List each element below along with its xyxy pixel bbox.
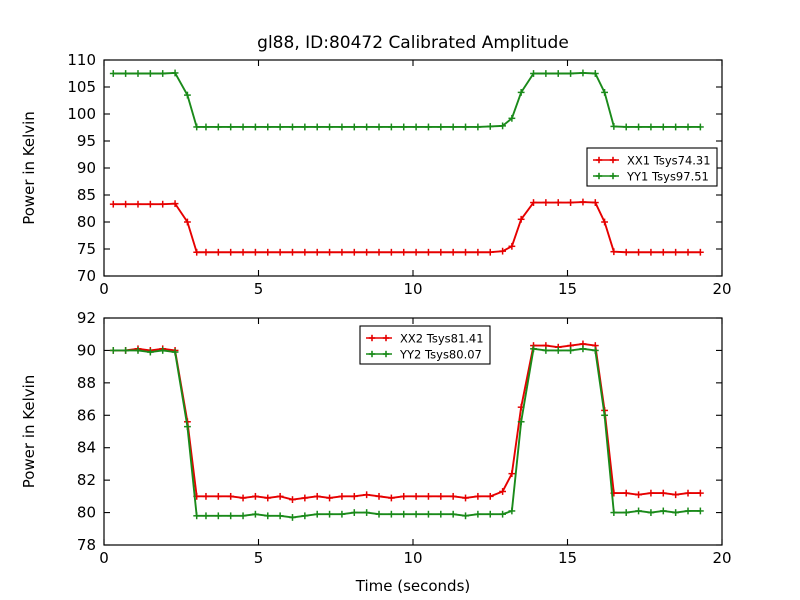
yticklabel-top-4: 90 bbox=[77, 159, 96, 177]
yticklabel-top-1: 75 bbox=[77, 240, 96, 258]
legend-bottom[interactable]: XX2 Tsys81.41 YY2 Tsys80.07 bbox=[359, 325, 491, 365]
series-markers-bottom-1 bbox=[109, 345, 704, 521]
xticklabel-top-4: 20 bbox=[712, 280, 731, 298]
legend-sample-bottom-0 bbox=[366, 334, 392, 342]
xticklabel-top-2: 10 bbox=[403, 280, 422, 298]
yticklabel-bottom-5: 88 bbox=[77, 374, 96, 392]
yticklabel-top-8: 110 bbox=[67, 51, 96, 69]
yticklabel-top-0: 70 bbox=[77, 267, 96, 285]
ylabel-top: Power in Kelvin bbox=[20, 111, 38, 225]
legend-label-bottom-1: YY2 Tsys80.07 bbox=[399, 348, 482, 362]
series-markers-bottom-0 bbox=[109, 340, 704, 503]
xticklabel-top-0: 0 bbox=[99, 280, 109, 298]
yticklabel-top-3: 85 bbox=[77, 186, 96, 204]
yticklabel-top-6: 100 bbox=[67, 105, 96, 123]
xticklabel-bottom-1: 5 bbox=[254, 549, 264, 567]
xticklabel-bottom-0: 0 bbox=[99, 549, 109, 567]
yticklabel-bottom-0: 78 bbox=[77, 536, 96, 554]
xticklabel-top-3: 15 bbox=[558, 280, 577, 298]
yticklabel-bottom-1: 80 bbox=[77, 504, 96, 522]
yticklabel-bottom-3: 84 bbox=[77, 439, 96, 457]
xticklabel-bottom-3: 15 bbox=[558, 549, 577, 567]
panel-top: 0 5 10 15 20 70 75 80 85 90 95 100 105 110 Power in Ke… bbox=[20, 33, 732, 298]
legend-label-top-0: XX1 Tsys74.31 bbox=[627, 154, 711, 168]
legend-box-bottom bbox=[359, 325, 491, 365]
series-line-bottom-0 bbox=[113, 342, 701, 501]
panel-bottom: 0 5 10 15 20 78 80 82 84 86 88 90 92 Power in Kelvin T… bbox=[20, 309, 732, 595]
yticklabel-bottom-6: 90 bbox=[77, 341, 96, 359]
series-line-top-1 bbox=[113, 72, 701, 128]
legend-sample-top-0 bbox=[593, 156, 619, 164]
series-line-top-0 bbox=[113, 201, 701, 254]
series-markers-top-0 bbox=[109, 198, 704, 256]
legend-label-top-1: YY1 Tsys97.51 bbox=[626, 170, 709, 184]
yticklabel-top-2: 80 bbox=[77, 213, 96, 231]
yticklabel-top-5: 95 bbox=[77, 132, 96, 150]
xticklabel-bottom-2: 10 bbox=[403, 549, 422, 567]
series-line-bottom-1 bbox=[113, 347, 701, 519]
yticklabel-bottom-7: 92 bbox=[77, 309, 96, 327]
legend-label-bottom-0: XX2 Tsys81.41 bbox=[400, 332, 484, 346]
xlabel-bottom: Time (seconds) bbox=[355, 577, 471, 595]
ylabel-bottom: Power in Kelvin bbox=[20, 375, 38, 489]
legend-box-top bbox=[586, 147, 718, 187]
yticklabel-bottom-2: 82 bbox=[77, 471, 96, 489]
yticklabel-bottom-4: 86 bbox=[77, 406, 96, 424]
xticklabel-bottom-4: 20 bbox=[712, 549, 731, 567]
yticklabel-top-7: 105 bbox=[67, 78, 96, 96]
chart-title: gl88, ID:80472 Calibrated Amplitude bbox=[257, 33, 569, 53]
legend-sample-top-1 bbox=[593, 172, 619, 180]
series-markers-top-1 bbox=[109, 69, 704, 131]
legend-sample-bottom-1 bbox=[366, 350, 392, 358]
xticklabel-top-1: 5 bbox=[254, 280, 264, 298]
legend-top[interactable]: XX1 Tsys74.31 YY1 Tsys97.51 bbox=[586, 147, 718, 187]
